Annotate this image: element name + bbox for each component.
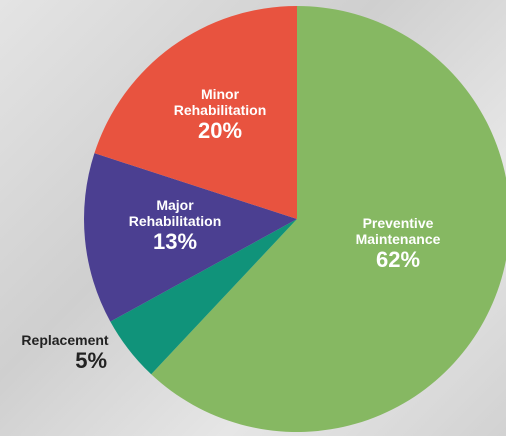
category-label: Replacement	[0, 332, 135, 348]
category-label: Minor Rehabilitation	[150, 86, 290, 118]
value-label: 13%	[105, 229, 245, 254]
value-label: 5%	[0, 348, 135, 373]
chart: Preventive Maintenance62% Replacement5% Ma…	[0, 0, 506, 436]
category-label: Major Rehabilitation	[105, 197, 245, 229]
category-label: Preventive Maintenance	[328, 215, 468, 247]
value-label: 20%	[150, 118, 290, 143]
value-label: 62%	[328, 247, 468, 272]
